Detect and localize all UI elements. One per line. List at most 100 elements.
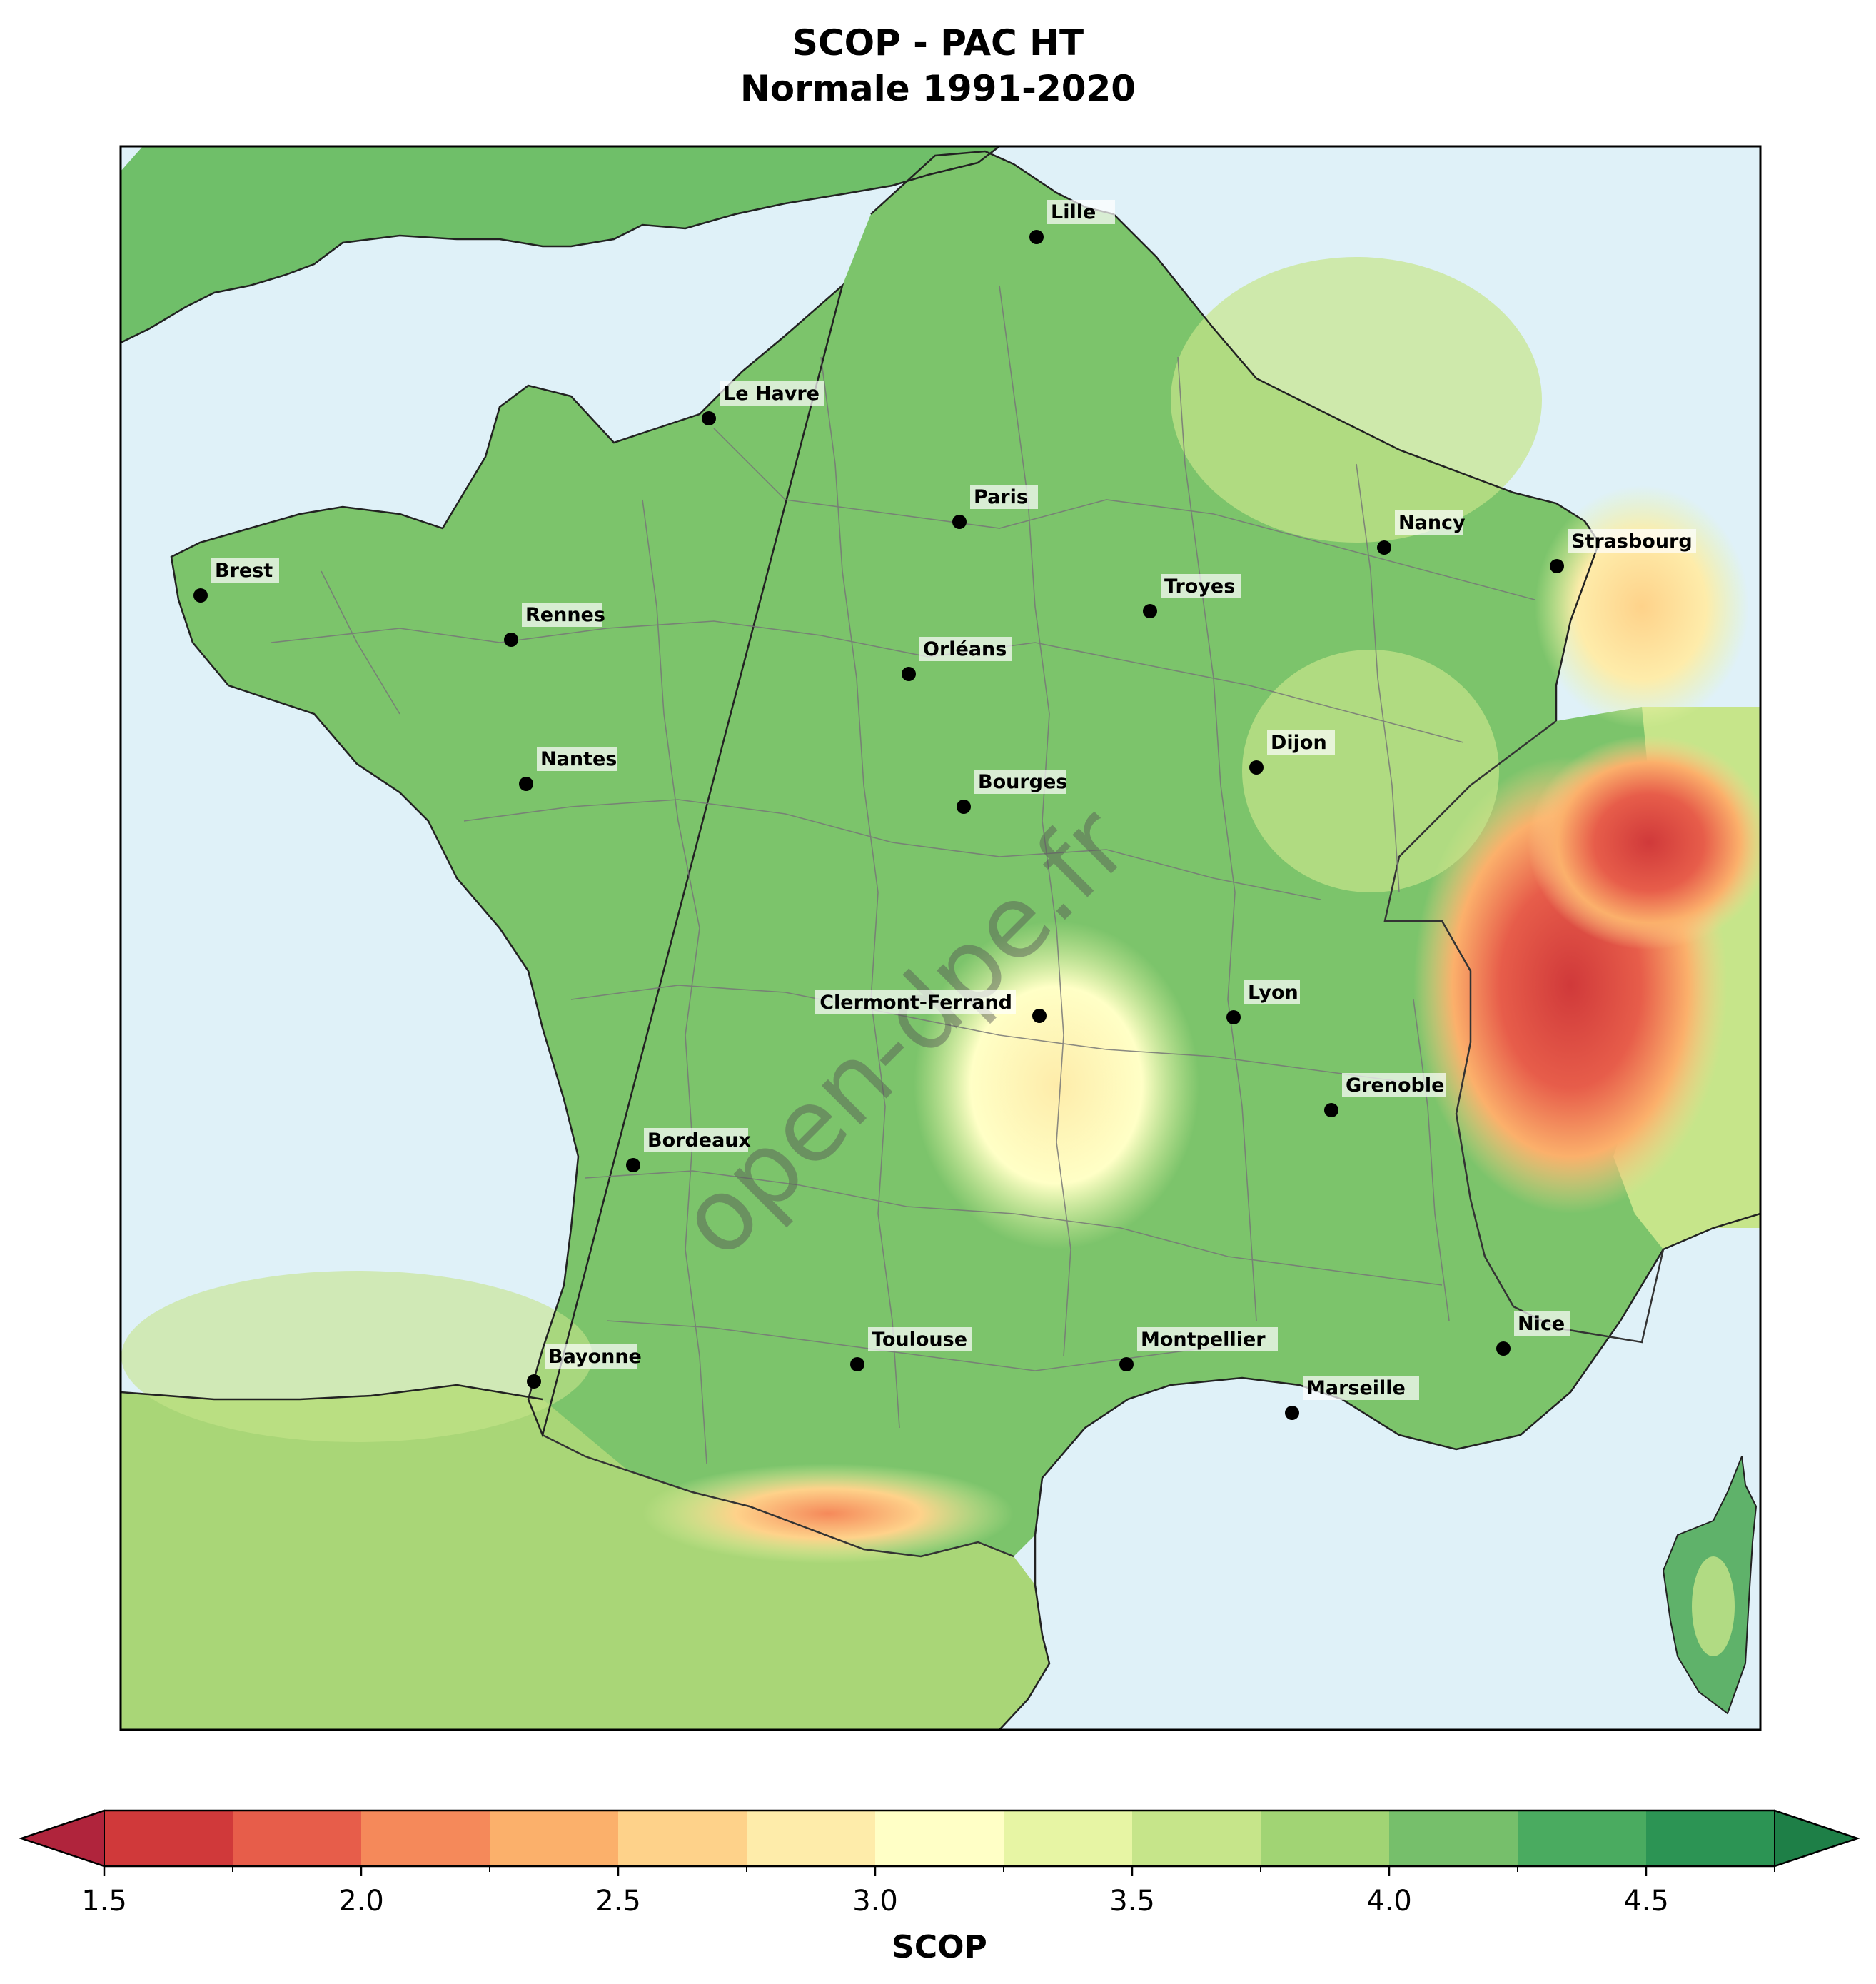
city-label: Dijon <box>1271 732 1327 754</box>
colorbar-cell <box>875 1811 1004 1866</box>
city-marker: Clermont-Ferrand <box>815 990 1047 1023</box>
city-dot <box>952 515 967 529</box>
map-title: SCOP - PAC HT Normale 1991-2020 <box>0 20 1876 111</box>
city-marker: Troyes <box>1143 574 1241 618</box>
pyrenees-relief <box>642 1464 1014 1563</box>
corsica-relief <box>1692 1556 1735 1656</box>
colorbar-cell <box>618 1811 747 1866</box>
city-label-background <box>211 558 279 583</box>
colorbar-label: SCOP <box>892 1929 987 1965</box>
city-dot <box>1032 1009 1047 1023</box>
city-dot <box>1285 1406 1299 1420</box>
city-label: Paris <box>974 486 1028 508</box>
city-label: Rennes <box>525 604 605 626</box>
city-marker: Brest <box>193 558 279 603</box>
department-boundaries <box>271 285 1535 1464</box>
city-label-background <box>1047 200 1115 224</box>
city-dot <box>504 633 518 647</box>
spain-relief <box>121 1271 592 1442</box>
city-label: Lyon <box>1248 982 1298 1004</box>
city-dot <box>1550 559 1564 573</box>
city-label-background <box>1161 574 1241 598</box>
map-frame <box>119 145 1762 1731</box>
colorbar-cell <box>361 1811 490 1866</box>
city-label: Clermont-Ferrand <box>820 992 1012 1014</box>
city-label-background <box>545 1344 637 1369</box>
city-marker: Lille <box>1029 200 1115 244</box>
city-marker: Bayonne <box>527 1344 642 1389</box>
colorbar-cell <box>233 1811 362 1866</box>
spain-landmass <box>121 1385 1049 1730</box>
city-label-background <box>919 637 1012 661</box>
city-label-background <box>974 770 1066 794</box>
city-label-background <box>720 381 824 406</box>
city-marker: Montpellier <box>1119 1327 1278 1371</box>
city-dot <box>850 1357 864 1371</box>
vosges-relief <box>1535 485 1749 728</box>
city-label: Montpellier <box>1141 1329 1266 1351</box>
city-marker: Dijon <box>1249 730 1335 775</box>
colorbar-cell <box>1646 1811 1775 1866</box>
city-marker: Le Havre <box>702 381 824 425</box>
city-dot <box>702 411 716 425</box>
city-dot <box>1496 1341 1511 1356</box>
coastline-england <box>121 146 1000 344</box>
city-marker: Bourges <box>957 770 1067 814</box>
city-label-background <box>815 990 1016 1014</box>
city-label-background <box>644 1128 748 1152</box>
city-label-background <box>1244 980 1300 1004</box>
border-pyrenees <box>542 1434 1014 1558</box>
city-label: Lille <box>1051 201 1096 223</box>
city-dot <box>1119 1357 1134 1371</box>
city-dot <box>1377 540 1391 555</box>
colorbar-tick-label: 4.0 <box>1366 1885 1412 1918</box>
colorbar-tick-label: 3.5 <box>1109 1885 1155 1918</box>
colorbar-cell <box>1518 1811 1647 1866</box>
city-label: Toulouse <box>872 1329 967 1351</box>
city-label-background <box>522 603 602 627</box>
city-dot <box>1143 604 1157 618</box>
city-label-background <box>1342 1073 1446 1097</box>
city-label: Nantes <box>540 748 617 770</box>
city-dot <box>626 1158 640 1172</box>
city-dot <box>1029 230 1044 244</box>
city-marker: Bordeaux <box>626 1128 751 1172</box>
city-label-background <box>1395 510 1463 535</box>
border-east <box>1383 720 1665 1344</box>
swiss-alps-relief <box>1528 735 1760 950</box>
city-label: Nancy <box>1398 512 1466 534</box>
coastline-spain <box>121 1384 1051 1730</box>
colorbar-tick-label: 2.0 <box>338 1885 384 1918</box>
city-label-background <box>970 485 1038 509</box>
england-landmass <box>121 146 999 343</box>
colorbar-extend-under <box>19 1809 105 1868</box>
jura-relief <box>1242 650 1499 892</box>
city-marker: Rennes <box>504 603 605 647</box>
colorbar-tick-label: 1.5 <box>81 1885 127 1918</box>
city-dot <box>193 588 208 603</box>
city-marker: Nancy <box>1377 510 1466 555</box>
colorbar-cell <box>1389 1811 1518 1866</box>
city-marker: Lyon <box>1226 980 1300 1024</box>
city-marker: Grenoble <box>1324 1073 1446 1117</box>
colorbar-tick-label: 3.0 <box>852 1885 898 1918</box>
city-label: Bayonne <box>548 1346 642 1368</box>
city-dot <box>527 1374 541 1389</box>
city-dot <box>902 667 916 681</box>
colorbar: 1.5 2.0 2.5 3.0 3.5 4.0 4.5 SCOP <box>19 1809 1860 1965</box>
city-dot <box>519 777 533 791</box>
city-label-background <box>1137 1327 1278 1351</box>
colorbar-cell <box>1132 1811 1261 1866</box>
city-marker: Strasbourg <box>1550 529 1696 573</box>
city-label-background <box>868 1327 972 1351</box>
city-dot <box>1324 1103 1338 1117</box>
city-label: Orléans <box>923 638 1007 660</box>
city-label-background <box>1568 529 1696 553</box>
city-marker: Marseille <box>1285 1376 1419 1420</box>
city-label: Grenoble <box>1346 1074 1444 1097</box>
colorbar-cell <box>104 1811 233 1866</box>
city-markers: Lille Le Havre Paris Nancy Strasbourg Brest Tr… <box>193 200 1696 1420</box>
colorbar-cell <box>747 1811 876 1866</box>
colorbar-cell <box>1004 1811 1133 1866</box>
